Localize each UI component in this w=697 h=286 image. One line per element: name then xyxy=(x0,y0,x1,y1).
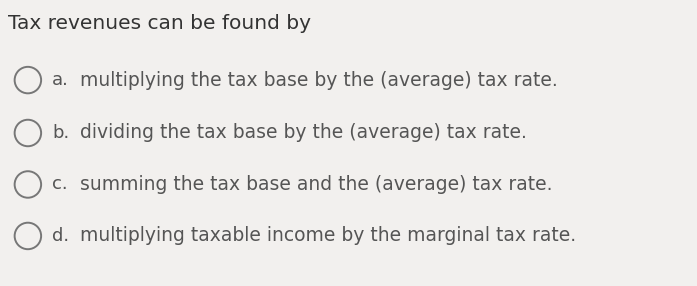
Text: a.: a. xyxy=(52,71,69,89)
Text: multiplying the tax base by the (average) tax rate.: multiplying the tax base by the (average… xyxy=(80,71,558,90)
Text: multiplying taxable income by the marginal tax rate.: multiplying taxable income by the margin… xyxy=(80,227,576,245)
Text: c.: c. xyxy=(52,176,68,193)
Text: Tax revenues can be found by: Tax revenues can be found by xyxy=(8,14,312,33)
Text: summing the tax base and the (average) tax rate.: summing the tax base and the (average) t… xyxy=(80,175,553,194)
Text: dividing the tax base by the (average) tax rate.: dividing the tax base by the (average) t… xyxy=(80,124,527,142)
Text: d.: d. xyxy=(52,227,70,245)
Text: b.: b. xyxy=(52,124,70,142)
